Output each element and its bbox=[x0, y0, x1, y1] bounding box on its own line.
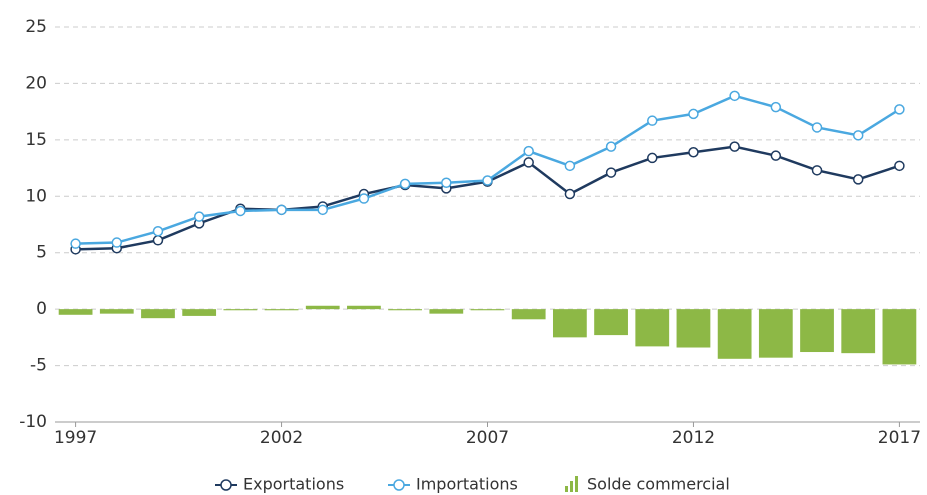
point bbox=[152, 235, 164, 246]
bar bbox=[182, 309, 217, 316]
point bbox=[564, 188, 576, 200]
bar bbox=[58, 309, 93, 315]
bar bbox=[800, 309, 834, 353]
y-tick-label: 10 bbox=[25, 186, 47, 206]
legend-swatch bbox=[220, 479, 232, 491]
point bbox=[811, 122, 823, 133]
bar bbox=[758, 309, 793, 358]
point bbox=[235, 205, 246, 217]
bar bbox=[511, 309, 546, 320]
bar bbox=[141, 309, 175, 319]
x-tick-label: 2012 bbox=[672, 428, 715, 448]
bar bbox=[429, 309, 464, 314]
point bbox=[523, 145, 534, 157]
bar bbox=[676, 309, 711, 348]
y-tick-label: 20 bbox=[25, 73, 47, 93]
bar bbox=[635, 309, 670, 347]
point bbox=[688, 108, 699, 120]
bar bbox=[470, 309, 505, 311]
bar bbox=[223, 309, 258, 311]
point bbox=[605, 141, 617, 152]
y-tick-label: -10 bbox=[19, 412, 47, 432]
point bbox=[770, 101, 782, 113]
point bbox=[852, 174, 864, 185]
y-tick-label: -5 bbox=[30, 356, 47, 376]
point bbox=[729, 90, 740, 102]
point bbox=[317, 204, 328, 216]
legend-swatch bbox=[393, 479, 405, 491]
point bbox=[894, 160, 905, 172]
point bbox=[564, 160, 576, 172]
y-tick-label: 5 bbox=[36, 243, 47, 263]
series-line bbox=[75, 145, 900, 251]
legend-label: Exportations bbox=[243, 475, 344, 494]
point bbox=[358, 193, 370, 204]
bar bbox=[717, 309, 752, 359]
legend-label: Importations bbox=[416, 475, 518, 494]
point bbox=[193, 211, 205, 222]
x-tick-label: 2007 bbox=[466, 428, 509, 448]
y-tick-label: 25 bbox=[25, 17, 47, 37]
legend-label: Solde commercial bbox=[587, 475, 730, 494]
y-tick-label: 0 bbox=[36, 299, 47, 319]
point bbox=[770, 150, 782, 161]
bar bbox=[882, 309, 917, 365]
x-tick-label: 2017 bbox=[878, 428, 921, 448]
point bbox=[852, 130, 864, 141]
bar bbox=[264, 309, 299, 311]
bar bbox=[841, 309, 876, 354]
point bbox=[811, 165, 823, 176]
point bbox=[399, 178, 411, 190]
point bbox=[70, 238, 81, 249]
point bbox=[523, 157, 534, 168]
point bbox=[441, 177, 452, 188]
point bbox=[647, 152, 658, 164]
legend-swatch bbox=[565, 486, 568, 492]
point bbox=[276, 204, 287, 216]
point bbox=[111, 237, 123, 248]
point bbox=[894, 104, 905, 115]
bar bbox=[552, 309, 587, 338]
point bbox=[152, 226, 164, 237]
point bbox=[729, 141, 740, 152]
legend-swatch bbox=[570, 481, 573, 492]
bar bbox=[305, 305, 340, 310]
y-tick-label: 15 bbox=[25, 130, 47, 150]
point bbox=[647, 115, 658, 126]
x-tick-label: 2002 bbox=[260, 428, 303, 448]
point bbox=[688, 147, 699, 158]
point bbox=[605, 167, 617, 178]
bar bbox=[347, 305, 381, 310]
x-tick-label: 1997 bbox=[54, 428, 97, 448]
bar bbox=[99, 309, 134, 314]
legend-swatch bbox=[575, 476, 578, 492]
bar bbox=[388, 309, 423, 311]
point bbox=[482, 175, 493, 186]
bar bbox=[594, 309, 628, 336]
